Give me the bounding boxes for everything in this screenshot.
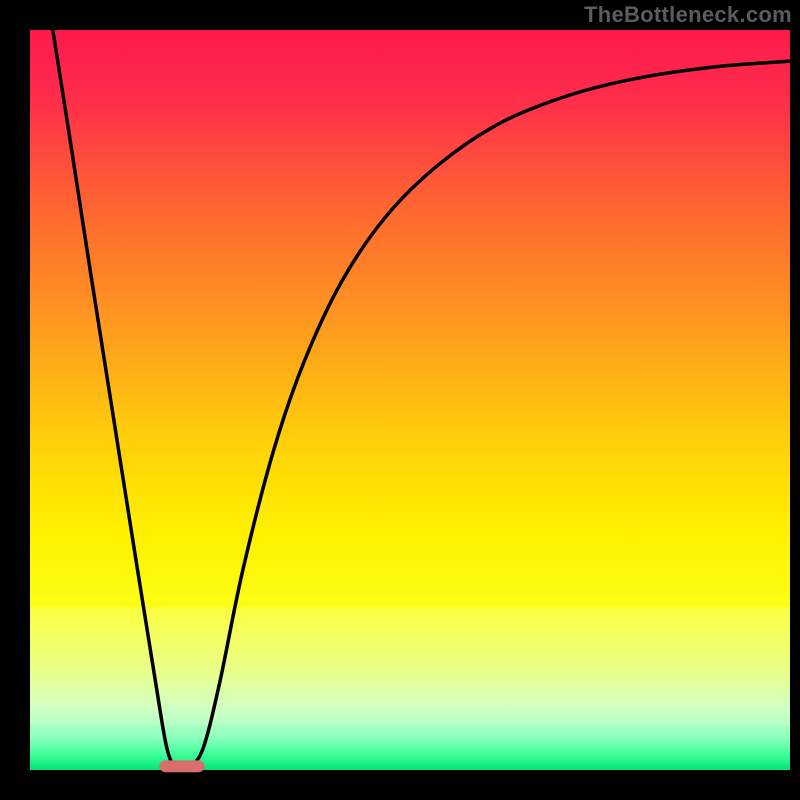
dip-marker: [159, 760, 205, 772]
watermark-text: TheBottleneck.com: [584, 2, 792, 28]
chart-frame: TheBottleneck.com: [0, 0, 800, 800]
bottleneck-curve-chart: [0, 0, 800, 800]
pale-band: [30, 607, 790, 725]
